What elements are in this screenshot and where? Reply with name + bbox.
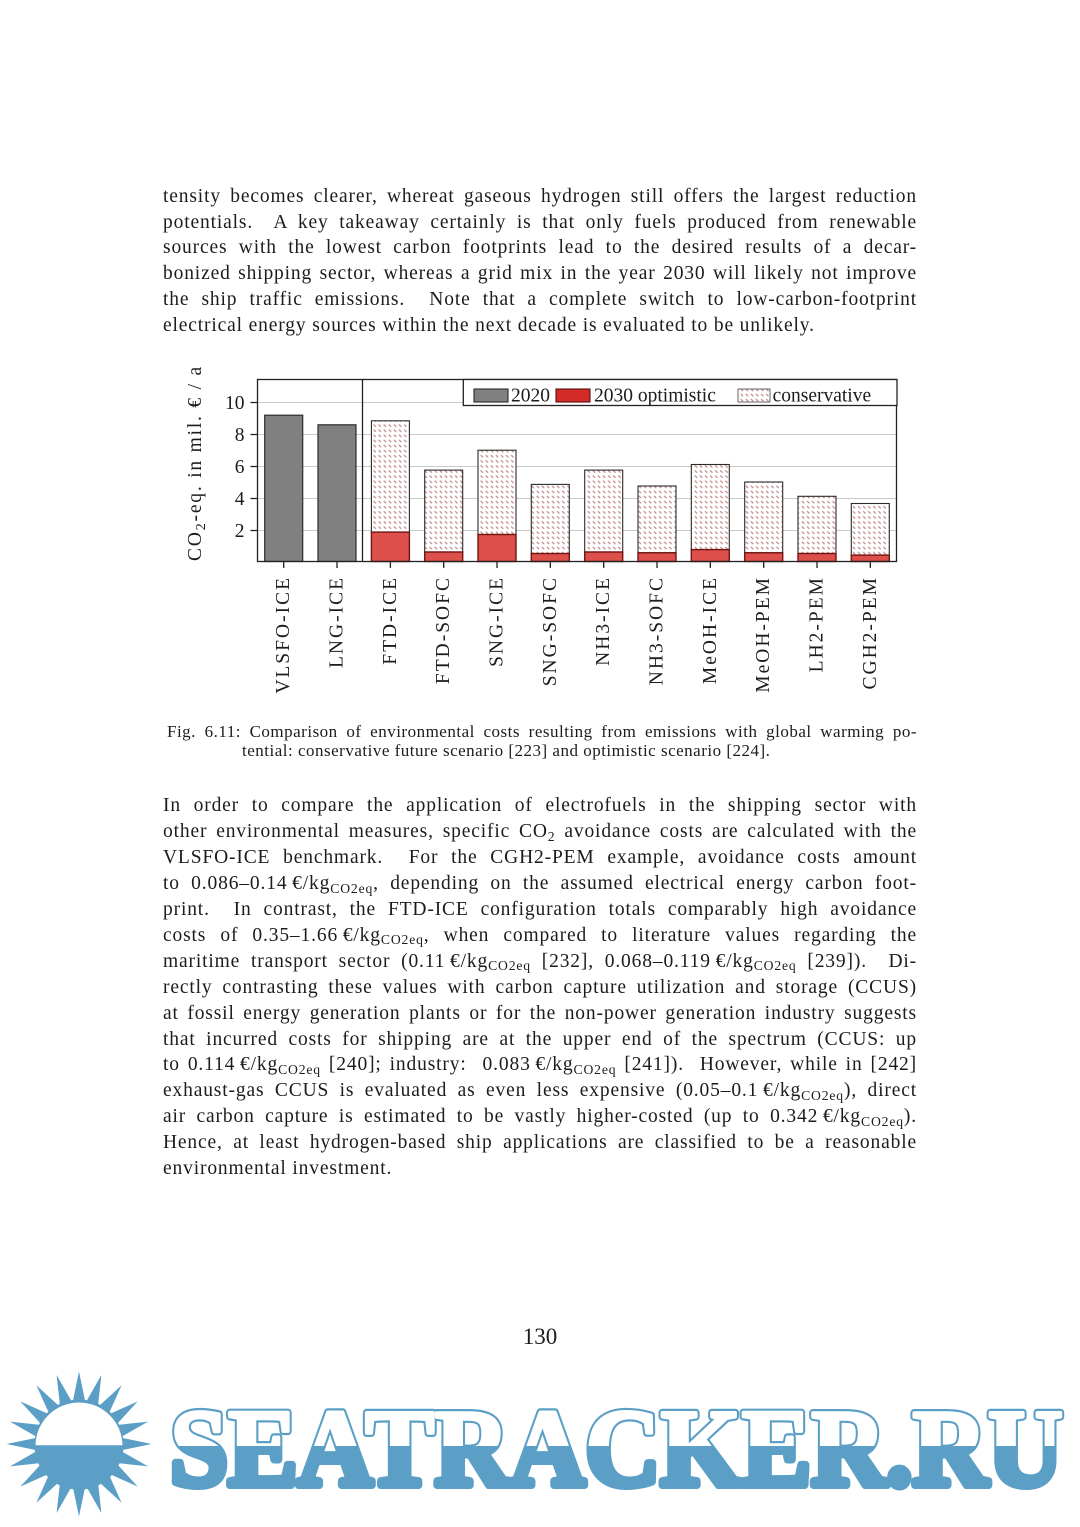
svg-text:SNG-ICE: SNG-ICE <box>487 576 508 667</box>
svg-text:CGH2-PEM: CGH2-PEM <box>860 576 881 690</box>
svg-text:CO2-eq. in mil. € / a: CO2-eq. in mil. € / a <box>185 365 209 561</box>
svg-text:VLSFO-ICE: VLSFO-ICE <box>273 576 294 694</box>
svg-text:SEATRACKER.RU: SEATRACKER.RU <box>170 1387 1063 1509</box>
svg-text:LH2-PEM: LH2-PEM <box>807 576 828 672</box>
svg-text:conservative: conservative <box>773 386 872 407</box>
svg-text:10: 10 <box>225 393 245 414</box>
svg-text:4: 4 <box>235 489 245 510</box>
svg-text:SNG-SOFC: SNG-SOFC <box>540 576 561 686</box>
svg-text:2: 2 <box>235 521 245 542</box>
svg-text:LNG-ICE: LNG-ICE <box>327 576 348 668</box>
svg-text:SEATRACKER.RU: SEATRACKER.RU <box>170 1387 1063 1509</box>
svg-text:SEATRACKER.RU: SEATRACKER.RU <box>170 1387 1063 1509</box>
svg-text:SEATRACKER.RU: SEATRACKER.RU <box>170 1387 1063 1509</box>
svg-text:2030 optimistic: 2030 optimistic <box>594 386 716 407</box>
svg-text:NH3-ICE: NH3-ICE <box>593 576 614 666</box>
svg-text:FTD-SOFC: FTD-SOFC <box>433 576 454 684</box>
svg-text:MeOH-ICE: MeOH-ICE <box>700 576 721 684</box>
svg-text:SEATRACKER.RU: SEATRACKER.RU <box>170 1387 1063 1509</box>
svg-text:FTD-ICE: FTD-ICE <box>380 576 401 665</box>
svg-text:2020: 2020 <box>511 386 550 407</box>
svg-text:6: 6 <box>235 457 245 478</box>
svg-text:8: 8 <box>235 425 245 446</box>
svg-text:NH3-SOFC: NH3-SOFC <box>647 576 668 685</box>
svg-text:MeOH-PEM: MeOH-PEM <box>753 576 774 693</box>
